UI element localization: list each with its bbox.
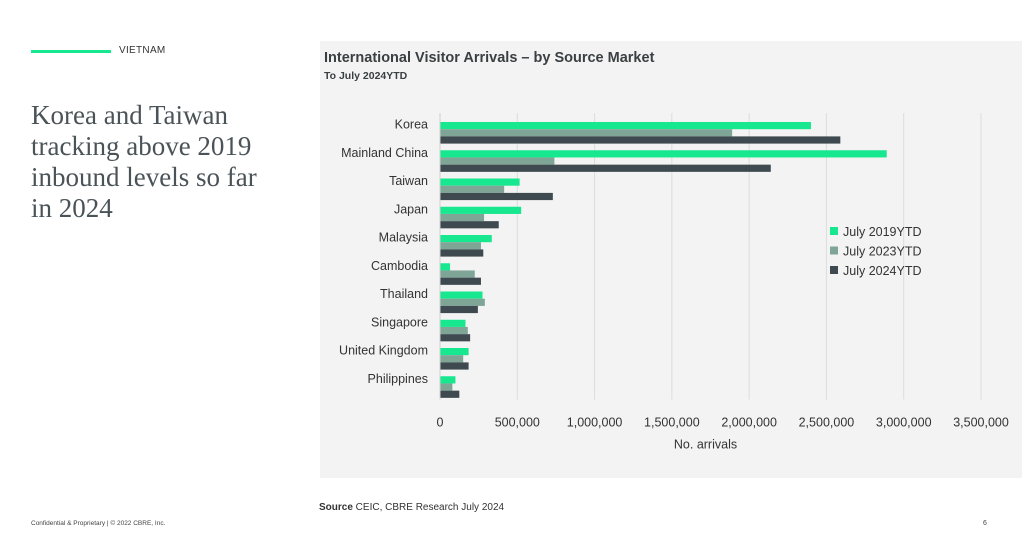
bar-1 (440, 157, 555, 165)
bar-1 (440, 129, 733, 137)
legend-swatch (830, 266, 838, 274)
bar-0 (440, 376, 456, 384)
bar-1 (440, 298, 485, 306)
legend-swatch (830, 227, 838, 235)
bar-1 (440, 185, 505, 193)
bar-1 (440, 213, 485, 222)
x-tick-label: 3,000,000 (876, 416, 932, 430)
x-tick-label: 3,500,000 (953, 416, 1009, 430)
bar-0 (440, 178, 520, 186)
bar-1 (440, 383, 453, 391)
bar-2 (440, 362, 469, 370)
page-number: 6 (983, 520, 987, 527)
y-category-label: United Kingdom (339, 344, 428, 358)
bar-chart: 0 500,000 1,000,000 1,500,000 2,000,000 2,500… (339, 113, 1009, 452)
bar-0 (440, 150, 887, 158)
bar-2 (440, 334, 471, 342)
y-category-label: Malaysia (379, 231, 428, 245)
source-note: Source CEIC, CBRE Research July 2024 (319, 502, 504, 513)
footer-text: Confidential & Proprietary | © 2022 CBRE… (31, 520, 166, 527)
bar-2 (440, 277, 481, 285)
chart-title: International Visitor Arrivals – by Sour… (324, 50, 655, 66)
bar-0 (440, 291, 483, 299)
source-label: Source (319, 502, 353, 513)
x-axis-label: No. arrivals (674, 438, 737, 452)
bar-2 (440, 221, 499, 229)
bar-0 (440, 319, 466, 327)
bar-0 (440, 348, 469, 356)
chart-panel (320, 41, 1022, 478)
bar-2 (440, 136, 841, 144)
bar-0 (440, 263, 451, 271)
y-category-label: Taiwan (389, 174, 428, 188)
bar-2 (440, 305, 478, 314)
bar-1 (440, 355, 464, 363)
y-category-label: Philippines (368, 372, 428, 386)
x-tick-label: 1,500,000 (644, 416, 700, 430)
y-category-label: Japan (394, 202, 428, 216)
bar-0 (440, 235, 492, 243)
bar-0 (440, 206, 522, 214)
bar-2 (440, 192, 553, 201)
y-category-label: Korea (395, 118, 428, 132)
y-category-label: Cambodia (371, 259, 428, 273)
section-accent-rule (31, 50, 111, 53)
source-text: CEIC, CBRE Research July 2024 (352, 502, 505, 513)
bar-1 (440, 326, 468, 335)
legend-label: July 2019YTD (843, 225, 922, 239)
legend-swatch (830, 246, 838, 255)
x-tick-label: 0 (437, 416, 444, 430)
bar-2 (440, 390, 460, 398)
bar-2 (440, 249, 484, 257)
page-headline: Korea and Taiwan tracking above 2019 inb… (31, 100, 257, 223)
x-tick-label: 500,000 (495, 416, 540, 430)
x-tick-label: 2,500,000 (799, 416, 855, 430)
y-category-label: Mainland China (341, 146, 428, 160)
y-category-label: Singapore (371, 315, 428, 329)
bar-1 (440, 270, 475, 278)
legend-label: July 2024YTD (843, 264, 922, 278)
chart-subtitle: To July 2024YTD (324, 70, 408, 82)
bar-1 (440, 242, 481, 250)
bar-0 (440, 122, 811, 130)
x-tick-label: 2,000,000 (721, 416, 777, 430)
legend-label: July 2023YTD (843, 245, 922, 259)
bar-2 (440, 164, 771, 172)
section-label: VIETNAM (119, 45, 166, 56)
x-tick-label: 1,000,000 (567, 416, 623, 430)
y-category-label: Thailand (380, 287, 428, 301)
